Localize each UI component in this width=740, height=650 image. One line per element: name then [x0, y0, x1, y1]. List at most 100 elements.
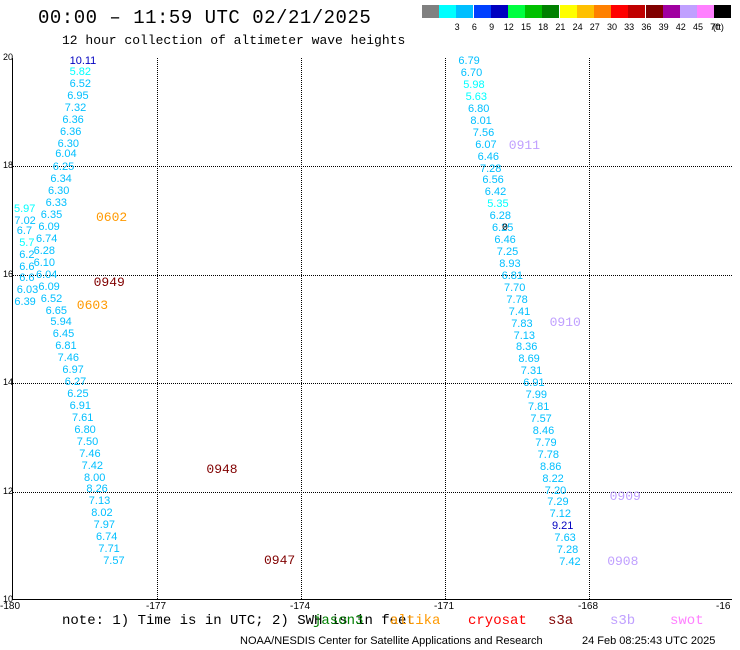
pass-time-label: 0908	[607, 553, 639, 569]
wave-height-label: 7.32	[64, 101, 87, 114]
wave-height-label: 6.30	[57, 137, 80, 150]
wave-height-label: 6.39	[14, 295, 36, 308]
wave-height-label: 6.79	[458, 55, 480, 68]
wave-height-label: 8.26	[86, 483, 108, 496]
wave-height-label: 6.25	[492, 222, 514, 235]
wave-height-label: 5.94	[50, 316, 72, 329]
wave-height-label: 6.07	[475, 138, 497, 151]
wave-height-label: 7.28	[556, 544, 579, 557]
legend-unit: (ft)	[712, 22, 724, 32]
legend-swatch	[473, 5, 491, 18]
wave-height-label: 6.25	[52, 161, 75, 174]
legend-label: 39	[658, 22, 669, 32]
pass-time-label: 0947	[264, 552, 296, 568]
wave-height-label: 6.46	[494, 234, 516, 247]
wave-height-label: 7.57	[103, 554, 125, 567]
wave-height-label: 6.09	[38, 280, 60, 293]
wave-height-label: 7.28	[480, 162, 502, 175]
wave-height-label: 6.25	[67, 388, 89, 401]
wave-height-label: 6.91	[523, 377, 545, 390]
wave-height-label: 7.79	[535, 436, 557, 449]
wave-height-label: 10.11	[69, 55, 97, 68]
legend-swatch	[662, 5, 680, 18]
legend-label: 21	[555, 22, 566, 32]
grid-line-vertical	[445, 58, 446, 599]
pass-time-label: 0910	[549, 315, 581, 331]
x-tick-label: -177	[146, 601, 167, 612]
satellite-s3b: s3b	[610, 613, 636, 629]
wave-height-label: 7.70	[504, 281, 526, 294]
wave-height-label: 7.99	[525, 389, 548, 402]
legend-swatch	[628, 5, 646, 18]
wave-height-label: 6.56	[482, 174, 504, 187]
pass-time-label: 0603	[76, 298, 109, 314]
wave-height-label: 6.74	[96, 531, 118, 544]
wave-height-label: 6.65	[45, 304, 68, 317]
y-tick-label: 20	[3, 52, 14, 62]
wave-height-label: 7.29	[547, 496, 569, 509]
wave-height-label: 6.81	[501, 269, 524, 282]
wave-height-label: 5.35	[487, 198, 509, 211]
wave-height-label: 8.86	[540, 460, 562, 473]
wave-height-label: 6.30	[48, 185, 70, 198]
wave-height-label: 6.81	[55, 340, 77, 353]
wave-height-label: 6.7	[16, 225, 33, 238]
legend-label: 12	[503, 22, 514, 32]
wave-height-label: 8.02	[91, 507, 113, 520]
wave-height-label: 7.71	[98, 543, 120, 556]
wave-height-label: 7.50	[76, 435, 99, 448]
x-tick-label: -180	[0, 601, 21, 612]
wave-height-label: 6.80	[74, 423, 96, 436]
grid-line-horizontal	[13, 166, 732, 168]
grid-line-horizontal	[13, 274, 732, 276]
legend-label: 24	[572, 22, 583, 32]
wave-height-label: 8.69	[518, 353, 540, 366]
pass-time-label: 0949	[93, 275, 125, 291]
legend-swatch	[542, 5, 560, 18]
legend-label: 42	[675, 22, 686, 32]
wave-height-label: 6.46	[477, 150, 500, 163]
legend-swatch	[697, 5, 715, 18]
x-tick-label: -16	[716, 601, 731, 612]
wave-height-label: 7.78	[537, 448, 560, 461]
wave-height-label: 6.95	[67, 89, 89, 102]
wave-height-label: 6.34	[50, 173, 72, 186]
legend-label: 70	[710, 22, 721, 32]
legend-swatch	[456, 5, 474, 18]
legend-swatch	[645, 5, 663, 18]
y-tick-label: 16	[3, 268, 14, 279]
pass-time-label: 0948	[206, 461, 238, 477]
legend-label: 15	[520, 22, 531, 32]
wave-height-label: 5.63	[465, 91, 488, 104]
pass-time-label: 0	[502, 223, 509, 235]
pass-time-label: 0909	[609, 488, 641, 504]
wave-height-label: 5.82	[69, 66, 92, 79]
wave-height-label: 7.12	[549, 508, 572, 521]
wave-height-label: 6.04	[55, 148, 77, 161]
legend-label: 27	[589, 22, 600, 32]
wave-height-label: 7.46	[79, 447, 101, 460]
wave-height-label: 8.93	[499, 257, 521, 270]
chart-subtitle: 12 hour collection of altimeter wave hei…	[62, 33, 406, 48]
wave-height-label: 7.02	[14, 214, 36, 227]
legend-swatch	[714, 5, 732, 18]
wave-height-label: 6.52	[69, 78, 92, 91]
wave-height-label: 7.41	[508, 305, 531, 318]
wave-height-label: 7.57	[530, 412, 552, 425]
pass-time-label: 0911	[508, 137, 541, 153]
wave-height-label: 6.45	[52, 328, 75, 341]
wave-height-label: 9.21	[552, 520, 574, 533]
grid-line-vertical	[157, 58, 158, 599]
wave-height-label: 6.28	[489, 210, 512, 223]
wave-height-label: 7.31	[520, 365, 543, 378]
credit-text: NOAA/NESDIS Center for Satellite Applica…	[240, 635, 543, 647]
y-tick-label: 14	[3, 377, 14, 388]
wave-height-label: 7.83	[511, 317, 533, 330]
legend-label: 30	[606, 22, 617, 32]
legend-swatch	[576, 5, 594, 18]
wave-height-label: 6.2	[19, 249, 35, 262]
wave-height-label: 6.03	[16, 283, 39, 296]
x-tick-label: -171	[434, 601, 455, 612]
grid-line-vertical	[301, 58, 302, 599]
wave-height-label: 5.98	[463, 79, 485, 92]
